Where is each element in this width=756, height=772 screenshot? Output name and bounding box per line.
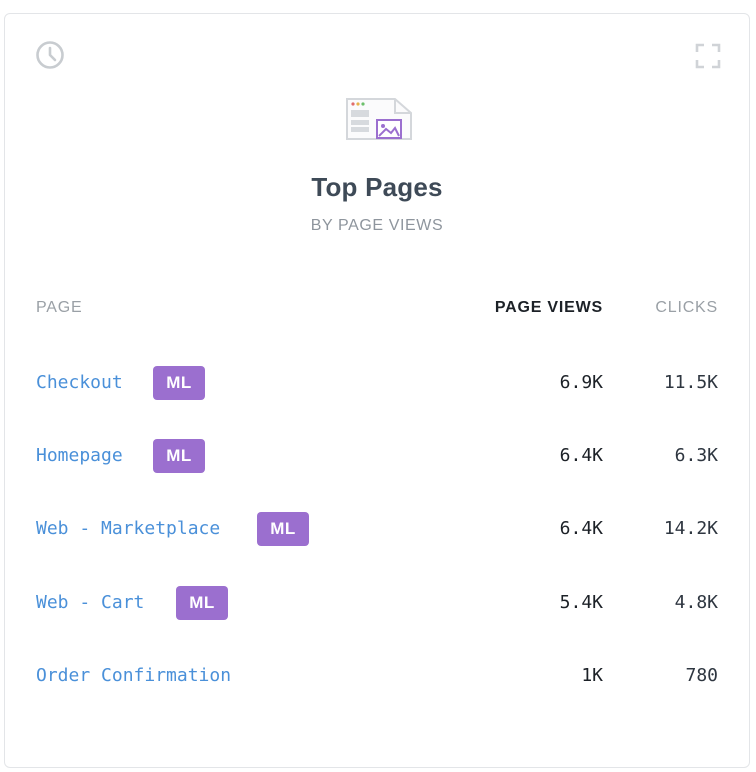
page-views-value: 5.4K bbox=[559, 592, 603, 613]
card-title: Top Pages bbox=[311, 172, 443, 202]
table-row: Order Confirmation 1K 780 bbox=[5, 657, 749, 697]
page-views-value: 1K bbox=[581, 665, 603, 686]
clicks-value: 4.8K bbox=[674, 592, 718, 613]
table-row: Checkout ML 6.9K 11.5K bbox=[5, 364, 749, 404]
page-link[interactable]: Checkout bbox=[36, 372, 123, 393]
clicks-value: 6.3K bbox=[674, 445, 718, 466]
clicks-value: 14.2K bbox=[663, 518, 718, 539]
card-subtitle: BY PAGE VIEWS bbox=[310, 217, 444, 234]
table-row: Web - Cart ML 5.4K 4.8K bbox=[5, 584, 749, 624]
column-header-clicks[interactable]: CLICKS bbox=[655, 299, 718, 316]
column-header-page-views[interactable]: PAGE VIEWS bbox=[494, 299, 603, 316]
page-link[interactable]: Web - Marketplace bbox=[36, 518, 221, 539]
table-row: Web - Marketplace ML 6.4K 14.2K bbox=[5, 510, 749, 550]
clicks-value: 780 bbox=[685, 665, 718, 686]
clicks-value: 11.5K bbox=[663, 372, 718, 393]
page-views-value: 6.9K bbox=[559, 372, 603, 393]
page-link[interactable]: Homepage bbox=[36, 445, 123, 466]
page-views-value: 6.4K bbox=[559, 445, 603, 466]
page-link[interactable]: Web - Cart bbox=[36, 592, 145, 613]
ml-badge: ML bbox=[153, 366, 205, 400]
top-pages-card: Top Pages BY PAGE VIEWS PAGE PAGE VIEWS … bbox=[4, 13, 750, 768]
clock-icon[interactable] bbox=[35, 40, 65, 70]
pages-icon bbox=[346, 98, 412, 140]
ml-badge: ML bbox=[153, 439, 205, 473]
column-header-page: PAGE bbox=[36, 299, 83, 316]
ml-badge: ML bbox=[176, 586, 228, 620]
table-row: Homepage ML 6.4K 6.3K bbox=[5, 437, 749, 477]
page-views-value: 6.4K bbox=[559, 518, 603, 539]
page-link[interactable]: Order Confirmation bbox=[36, 665, 232, 686]
ml-badge: ML bbox=[257, 512, 309, 546]
expand-icon[interactable] bbox=[695, 43, 721, 69]
